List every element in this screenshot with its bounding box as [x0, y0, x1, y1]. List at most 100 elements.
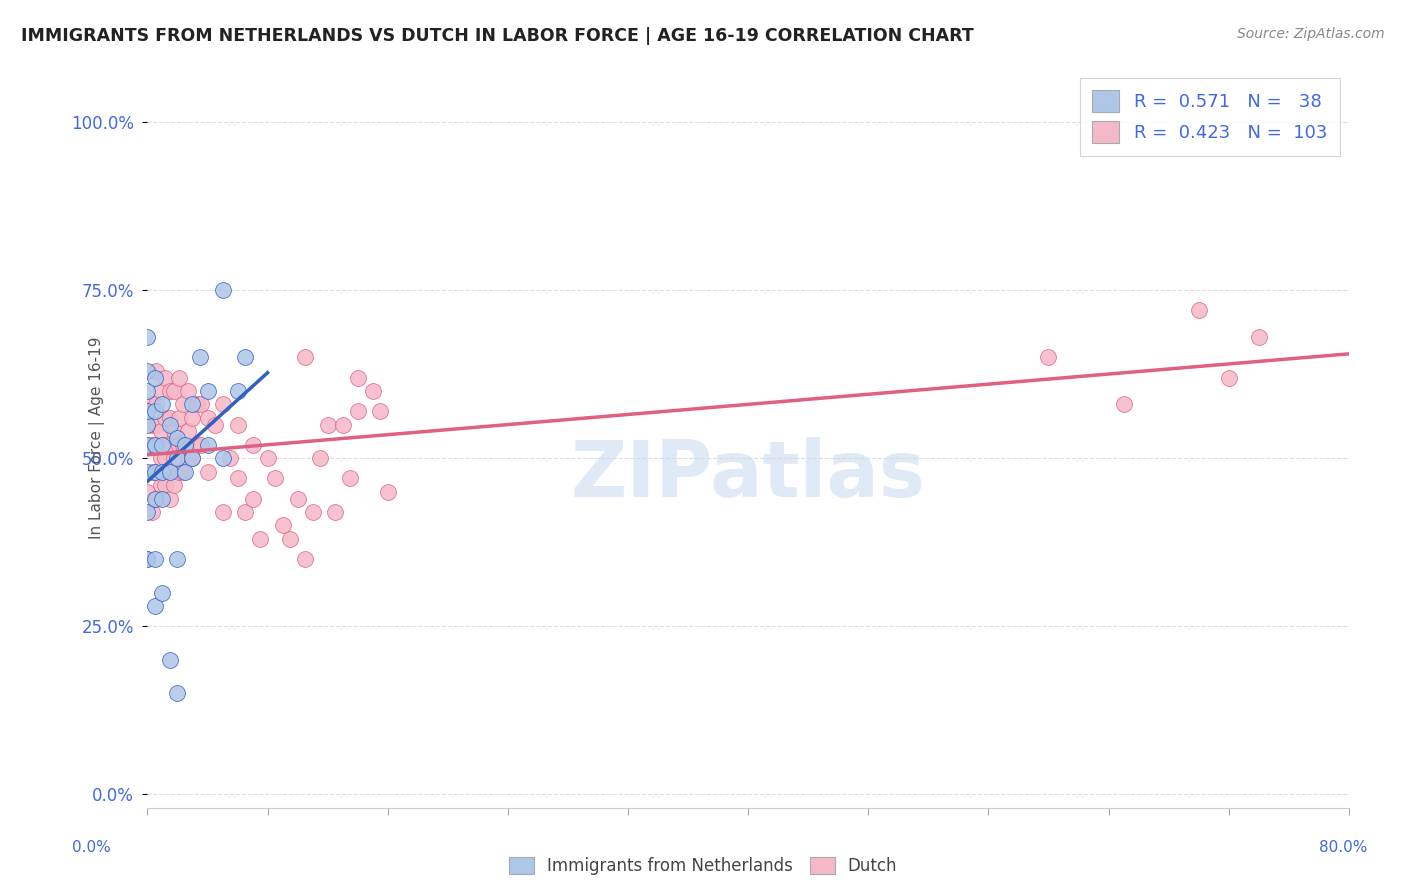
- Point: [149, 451, 172, 466]
- Point: [155, 478, 177, 492]
- Point: [294, 351, 316, 365]
- Point: [136, 438, 159, 452]
- Point: [152, 397, 174, 411]
- Point: [152, 491, 174, 506]
- Point: [143, 491, 166, 506]
- Point: [136, 330, 159, 344]
- Point: [136, 384, 159, 398]
- Point: [197, 465, 219, 479]
- Point: [346, 370, 368, 384]
- Point: [211, 505, 233, 519]
- Point: [186, 397, 208, 411]
- Point: [136, 484, 159, 499]
- Point: [136, 505, 159, 519]
- Point: [174, 465, 197, 479]
- Point: [1247, 330, 1270, 344]
- Point: [141, 397, 163, 411]
- Point: [332, 417, 354, 432]
- Point: [278, 532, 301, 546]
- Point: [163, 384, 186, 398]
- Point: [141, 438, 163, 452]
- Point: [163, 425, 186, 439]
- Point: [136, 552, 159, 566]
- Point: [155, 411, 177, 425]
- Point: [141, 505, 163, 519]
- Text: ZIPatlas: ZIPatlas: [571, 437, 925, 513]
- Point: [188, 351, 211, 365]
- Point: [368, 404, 391, 418]
- Point: [159, 653, 181, 667]
- Point: [197, 384, 219, 398]
- Point: [174, 438, 197, 452]
- Point: [143, 404, 166, 418]
- Point: [159, 438, 181, 452]
- Point: [287, 491, 309, 506]
- Point: [377, 484, 399, 499]
- Point: [181, 451, 204, 466]
- Point: [163, 451, 186, 466]
- Point: [323, 505, 346, 519]
- Point: [197, 438, 219, 452]
- Point: [249, 532, 271, 546]
- Point: [143, 599, 166, 613]
- Point: [271, 518, 294, 533]
- Point: [264, 471, 287, 485]
- Legend: R =  0.571   N =   38, R =  0.423   N =  103: R = 0.571 N = 38, R = 0.423 N = 103: [1080, 78, 1340, 156]
- Point: [316, 417, 339, 432]
- Point: [190, 397, 212, 411]
- Point: [172, 465, 194, 479]
- Point: [136, 404, 159, 418]
- Point: [190, 438, 212, 452]
- Point: [145, 491, 167, 506]
- Point: [166, 686, 188, 700]
- Point: [149, 425, 172, 439]
- Point: [339, 471, 361, 485]
- Point: [136, 465, 159, 479]
- Point: [181, 397, 204, 411]
- Point: [166, 451, 188, 466]
- Point: [149, 384, 172, 398]
- Point: [181, 451, 204, 466]
- Point: [233, 351, 256, 365]
- Point: [155, 438, 177, 452]
- Point: [167, 411, 190, 425]
- Point: [1188, 303, 1211, 318]
- Point: [301, 505, 323, 519]
- Point: [155, 370, 177, 384]
- Point: [152, 465, 174, 479]
- Point: [159, 491, 181, 506]
- Point: [211, 397, 233, 411]
- Point: [136, 552, 159, 566]
- Point: [197, 411, 219, 425]
- Point: [233, 505, 256, 519]
- Point: [136, 438, 159, 452]
- Point: [346, 404, 368, 418]
- Point: [1218, 370, 1240, 384]
- Point: [149, 478, 172, 492]
- Point: [159, 411, 181, 425]
- Point: [242, 438, 264, 452]
- Point: [145, 364, 167, 378]
- Point: [141, 465, 163, 479]
- Point: [143, 370, 166, 384]
- Point: [172, 397, 194, 411]
- Point: [256, 451, 278, 466]
- Point: [177, 451, 200, 466]
- Point: [361, 384, 384, 398]
- Text: 0.0%: 0.0%: [72, 840, 111, 855]
- Point: [143, 552, 166, 566]
- Point: [143, 438, 166, 452]
- Point: [177, 425, 200, 439]
- Text: In Labor Force | Age 16-19: In Labor Force | Age 16-19: [90, 337, 105, 540]
- Point: [294, 552, 316, 566]
- Point: [166, 552, 188, 566]
- Point: [242, 491, 264, 506]
- Point: [204, 417, 226, 432]
- Point: [167, 370, 190, 384]
- Point: [186, 438, 208, 452]
- Point: [211, 283, 233, 297]
- Text: IMMIGRANTS FROM NETHERLANDS VS DUTCH IN LABOR FORCE | AGE 16-19 CORRELATION CHAR: IMMIGRANTS FROM NETHERLANDS VS DUTCH IN …: [21, 27, 974, 45]
- Point: [145, 438, 167, 452]
- Point: [211, 451, 233, 466]
- Point: [155, 451, 177, 466]
